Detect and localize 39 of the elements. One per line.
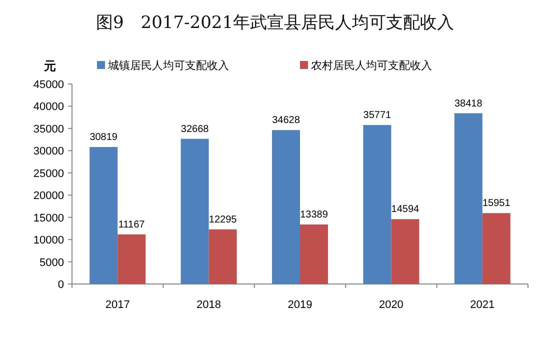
- data-label: 30819: [90, 132, 118, 144]
- data-label: 34628: [272, 115, 300, 126]
- x-tick-label: 2019: [288, 299, 312, 311]
- data-label: 14594: [391, 204, 420, 216]
- bar: [272, 130, 300, 284]
- x-tick-label: 2017: [105, 299, 130, 311]
- data-label: 12295: [208, 214, 238, 226]
- chart-title: 图9 2017-2021年武宣县居民人均可支配收入: [96, 13, 454, 33]
- bar: [363, 125, 392, 284]
- bar: [118, 234, 146, 284]
- legend-label: 农村居民人均可支配收入: [311, 59, 432, 72]
- y-tick-label: 30000: [33, 146, 64, 158]
- data-label: 32668: [180, 124, 210, 135]
- data-label: 15951: [482, 198, 511, 210]
- bar: [208, 229, 237, 284]
- y-tick-label: 35000: [33, 123, 64, 136]
- x-tick-label: 2020: [378, 299, 404, 311]
- x-tick-label: 2018: [196, 299, 222, 311]
- x-tick-label: 2021: [470, 299, 495, 311]
- data-label: 11167: [118, 219, 146, 230]
- y-tick-label: 25000: [33, 168, 64, 180]
- y-tick-label: 40000: [33, 101, 64, 114]
- data-label: 35771: [363, 110, 392, 122]
- y-tick-label: 5000: [40, 256, 64, 269]
- y-tick-label: 20000: [33, 190, 64, 202]
- bar: [180, 138, 209, 284]
- bar: [482, 213, 510, 284]
- y-axis-title: 元: [43, 59, 56, 73]
- legend-label: 城镇居民人均可支配收入: [107, 59, 229, 72]
- y-tick-label: 15000: [33, 212, 64, 224]
- y-tick-label: 10000: [33, 234, 64, 247]
- bar: [391, 219, 420, 284]
- data-label: 38418: [454, 98, 483, 110]
- y-tick-label: 45000: [33, 79, 64, 91]
- bar: [300, 224, 328, 284]
- bar: [90, 147, 118, 284]
- y-tick-label: 0: [58, 279, 64, 291]
- bar: [454, 113, 482, 284]
- data-label: 13389: [300, 209, 328, 220]
